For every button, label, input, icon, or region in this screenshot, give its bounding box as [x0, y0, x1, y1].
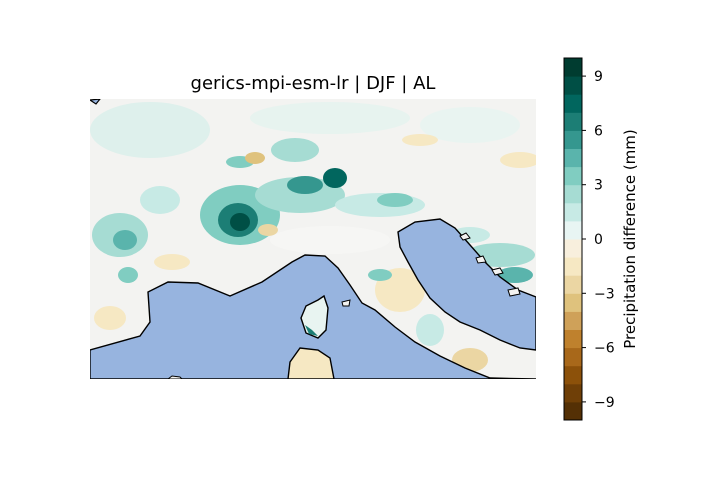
colorbar-level: [564, 293, 582, 312]
colorbar-level: [564, 311, 582, 330]
colorbar-level: [564, 401, 582, 421]
colorbar-level: [564, 94, 582, 113]
colorbar-level: [564, 239, 582, 258]
precipitation-field: [90, 102, 536, 372]
colorbar-level: [564, 130, 582, 149]
colorbar-level: [564, 58, 582, 77]
colorbar-level: [564, 202, 582, 222]
map-panel: [90, 99, 536, 379]
colorbar-tick-label: 3: [594, 178, 603, 194]
colorbar: 9 6 3 0 −3 −6 −9 Precipitation difference (mm): [563, 57, 639, 421]
colorbar-level: [564, 112, 582, 131]
colorbar-level: [564, 347, 582, 367]
colorbar-level: [564, 329, 582, 349]
colorbar-level: [564, 365, 582, 385]
colorbar-tick-label: −9: [594, 395, 615, 411]
colorbar-level: [564, 220, 582, 240]
colorbar-tick-label: 9: [594, 69, 603, 85]
sea-areas: [90, 99, 536, 379]
colorbar-swatches: [564, 58, 582, 421]
colorbar-level: [564, 383, 582, 403]
colorbar-tick-label: −6: [594, 341, 615, 357]
map-title: gerics-mpi-esm-lr | DJF | AL: [191, 73, 436, 94]
sardinia-island: [287, 347, 335, 379]
colorbar-level: [564, 76, 582, 95]
colorbar-level: [564, 166, 582, 186]
colorbar-tick-label: −3: [594, 286, 615, 302]
colorbar-level: [564, 275, 582, 294]
adriatic-sea: [397, 218, 536, 351]
colorbar-label: Precipitation difference (mm): [621, 129, 639, 349]
colorbar-level: [564, 148, 582, 168]
colorbar-ticks: 9 6 3 0 −3 −6 −9: [582, 69, 615, 411]
colorbar-tick-label: 6: [594, 123, 603, 139]
colorbar-level: [564, 257, 582, 276]
colorbar-tick-label: 0: [594, 232, 603, 248]
colorbar-level: [564, 184, 582, 204]
